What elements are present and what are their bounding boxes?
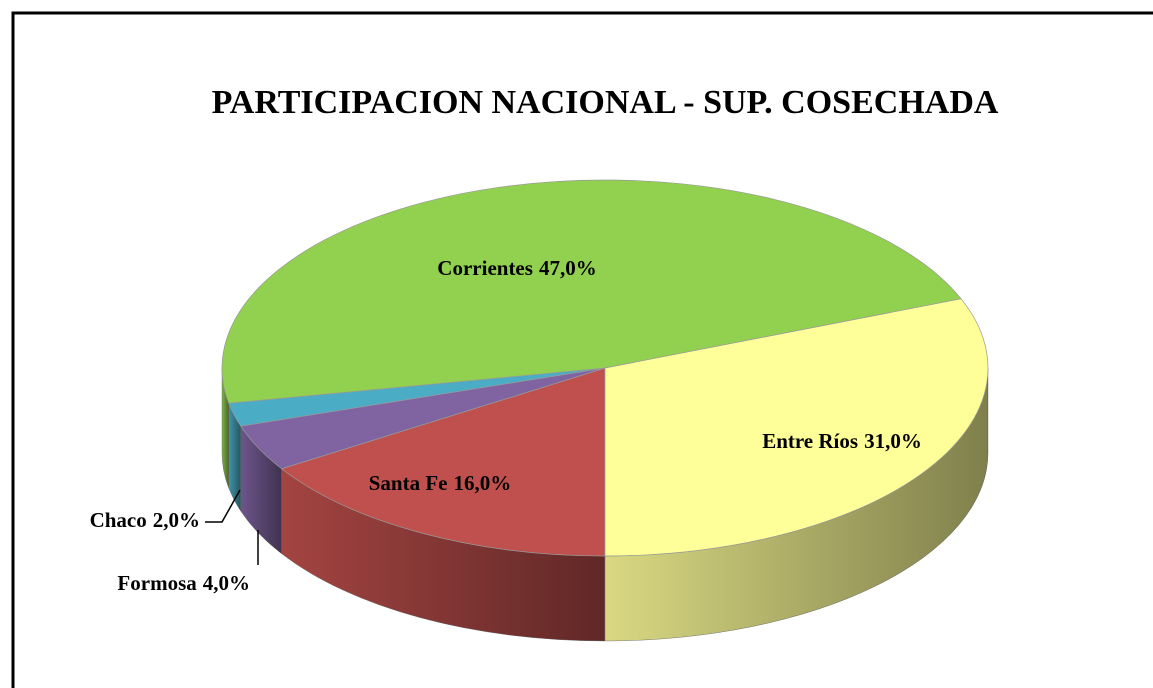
label-category: Entre Ríos: [762, 429, 858, 453]
slice: [280, 367, 606, 557]
label-category: Formosa: [117, 571, 197, 595]
data-label: Entre Ríos 31,0%: [762, 429, 922, 453]
label-value: 31,0%: [864, 429, 922, 453]
data-label: Chaco 2,0%: [90, 508, 200, 532]
side-shade: [605, 368, 988, 641]
pie-sides: [221, 367, 989, 642]
label-category: Corrientes: [437, 256, 533, 280]
side-shade: [281, 468, 605, 641]
label-value: 16,0%: [454, 471, 512, 495]
side-shade: [240, 426, 282, 554]
leader-line: [205, 489, 241, 523]
label-value: 47,0%: [539, 256, 597, 280]
data-label: Corrientes 47,0%: [437, 256, 596, 280]
pie-tops: [221, 179, 989, 557]
label-category: Santa Fe: [369, 471, 448, 495]
side-shade: [228, 403, 241, 512]
data-label: Formosa 4,0%: [117, 571, 250, 595]
data-label: Santa Fe 16,0%: [369, 471, 512, 495]
label-value: 4,0%: [203, 571, 250, 595]
label-value: 2,0%: [153, 508, 200, 532]
side-shade: [222, 368, 229, 489]
label-category: Chaco: [90, 508, 147, 532]
slice: [221, 179, 962, 404]
slice: [604, 298, 989, 557]
labels: Santa Fe 16,0% Formosa 4,0% Chaco 2,0% Corrien…: [90, 256, 922, 595]
chart-title: PARTICIPACION NACIONAL - SUP. COSECHADA: [212, 84, 999, 121]
